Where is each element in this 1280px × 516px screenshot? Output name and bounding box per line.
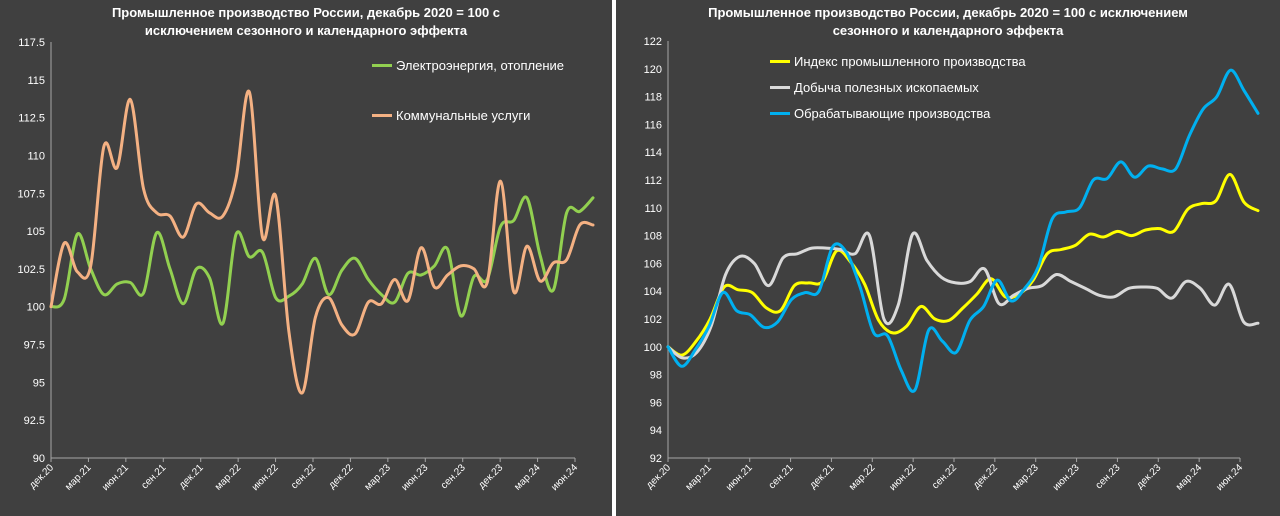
x-tick-label-left: дек.21 (177, 462, 206, 491)
y-tick-label-left: 100 (27, 302, 45, 314)
y-tick-label-left: 102.5 (17, 264, 45, 276)
y-tick-label-right: 102 (644, 314, 662, 326)
legend-label-manufacturing: Обрабатывающие производства (794, 106, 991, 121)
x-tick-label-right: июн.23 (1051, 462, 1082, 493)
y-tick-label-right: 98 (650, 370, 662, 382)
series-line-left-0 (49, 195, 595, 326)
chart-title-left-line1: Промышленное производство России, декабр… (111, 5, 501, 20)
x-tick-label-left: дек.23 (476, 462, 505, 491)
y-tick-label-left: 92.5 (24, 415, 45, 427)
chart-plot-left: 90 92.5 95 97.5 100 102.5 105 107.5 110 112.5 115 1… (17, 37, 595, 493)
y-tick-label-right: 120 (644, 64, 662, 76)
y-tick-label-left: 117.5 (18, 37, 45, 49)
series-line-left-1 (49, 89, 595, 395)
chart-title-left-line2: исключением сезонного и календарного эфф… (144, 23, 468, 38)
y-tick-label-right: 118 (644, 92, 662, 104)
chart-title-right: Промышленное производство России, декабр… (616, 4, 1280, 40)
x-tick-label-left: мар.23 (363, 462, 394, 493)
legend-label-ipp: Индекс промышленного производства (794, 54, 1026, 69)
legend-item-ipp: Индекс промышленного производства (770, 54, 1026, 69)
x-tick-label-right: дек.21 (808, 462, 837, 491)
x-tick-label-left: сен.22 (289, 462, 318, 491)
series-line-right-2 (666, 68, 1260, 393)
legend-item-utilities: Коммунальные услуги (372, 108, 530, 123)
x-tick-label-left: мар.24 (512, 462, 543, 493)
y-tick-label-right: 116 (644, 119, 662, 131)
chart-panel-right: Промышленное производство России, декабр… (616, 0, 1280, 516)
x-tick-label-right: дек.20 (644, 462, 673, 491)
y-tick-label-right: 106 (644, 258, 662, 270)
x-tick-label-right: мар.21 (684, 462, 715, 493)
y-tick-label-right: 92 (650, 453, 662, 465)
chart-panel-left: Промышленное производство России, декабр… (0, 0, 612, 516)
x-tick-label-left: июн.23 (400, 462, 431, 493)
legend-swatch-electricity (372, 64, 392, 67)
legend-item-manufacturing: Обрабатывающие производства (770, 106, 990, 121)
x-tick-label-right: дек.23 (1135, 462, 1164, 491)
chart-title-left: Промышленное производство России, декабр… (0, 4, 612, 40)
x-tick-label-left: дек.20 (27, 462, 56, 491)
y-tick-label-left: 115 (27, 75, 45, 87)
y-tick-label-left: 110 (27, 150, 45, 162)
x-tick-label-right: мар.24 (1174, 462, 1205, 493)
x-tick-label-right: июн.22 (887, 462, 918, 493)
y-tick-label-left: 112.5 (18, 113, 45, 125)
x-tick-label-left: сен.23 (439, 462, 468, 491)
legend-swatch-utilities (372, 114, 392, 117)
legend-swatch-ipp (770, 60, 790, 63)
chart-title-right-line2: сезонного и календарного эффекта (832, 23, 1064, 38)
y-tick-label-left: 95 (33, 377, 45, 389)
y-tick-label-left: 107.5 (17, 188, 45, 200)
legend-item-electricity: Электроэнергия, отопление (372, 58, 564, 73)
x-tick-label-left: июн.24 (549, 462, 580, 493)
y-tick-label-right: 104 (644, 286, 662, 298)
x-tick-label-left: мар.22 (213, 462, 244, 493)
x-tick-label-left: сен.21 (139, 462, 168, 491)
series-line-right-1 (666, 231, 1260, 360)
legend-label-mining: Добыча полезных ископаемых (794, 80, 979, 95)
x-tick-label-left: мар.21 (63, 462, 94, 493)
y-tick-label-right: 108 (644, 231, 662, 243)
y-tick-label-left: 105 (27, 226, 45, 238)
x-tick-label-left: июн.22 (250, 462, 281, 493)
x-tick-label-right: июн.21 (724, 462, 755, 493)
x-tick-label-right: сен.22 (930, 462, 959, 491)
legend-swatch-manufacturing (770, 112, 790, 115)
legend-item-mining: Добыча полезных ископаемых (770, 80, 979, 95)
y-tick-label-left: 97.5 (24, 340, 45, 352)
legend-swatch-mining (770, 86, 790, 89)
y-tick-label-right: 114 (644, 147, 662, 159)
x-tick-label-left: дек.22 (327, 462, 356, 491)
x-tick-label-left: июн.21 (100, 462, 131, 493)
legend-label-electricity: Электроэнергия, отопление (396, 58, 565, 73)
x-tick-label-right: сен.23 (1094, 462, 1123, 491)
series-line-right-0 (666, 172, 1260, 357)
x-tick-label-right: мар.22 (847, 462, 878, 493)
y-tick-label-right: 96 (650, 397, 662, 409)
y-tick-label-right: 110 (644, 203, 662, 215)
x-tick-label-right: июн.24 (1214, 462, 1245, 493)
y-tick-label-right: 94 (650, 425, 662, 437)
x-tick-label-right: мар.23 (1010, 462, 1041, 493)
x-tick-label-right: дек.22 (971, 462, 1000, 491)
y-tick-label-right: 112 (644, 175, 662, 187)
chart-title-right-line1: Промышленное производство России, декабр… (708, 5, 1188, 20)
y-tick-label-left: 90 (33, 453, 45, 465)
x-tick-label-right: сен.21 (767, 462, 796, 491)
chart-plot-right: 92 94 96 98 100 102 104 106 108 110 112 114 116 118 12… (644, 36, 1260, 493)
legend-label-utilities: Коммунальные услуги (396, 108, 531, 123)
y-tick-label-right: 100 (644, 342, 662, 354)
y-tick-label-right: 122 (644, 36, 662, 48)
